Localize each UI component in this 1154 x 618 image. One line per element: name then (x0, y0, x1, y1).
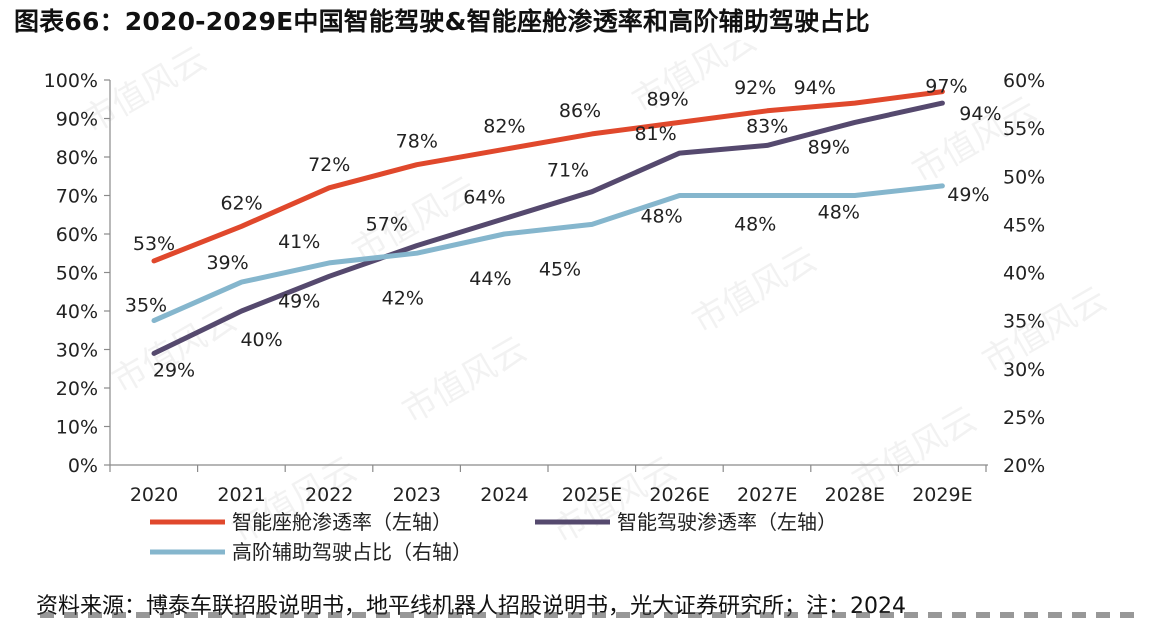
left-tick-label: 10% (56, 417, 98, 439)
data-label: 49% (947, 184, 989, 206)
series-line-0 (151, 89, 945, 264)
figure-title: 图表66：2020-2029E中国智能驾驶&智能座舱渗透率和高阶辅助驾驶占比 (14, 7, 870, 36)
data-label: 49% (278, 290, 320, 312)
x-tick-label: 2020 (130, 484, 178, 506)
series-line-1 (151, 100, 945, 356)
data-label: 92% (734, 77, 776, 99)
data-label: 48% (818, 202, 860, 224)
data-label: 40% (240, 329, 282, 351)
data-label: 94% (794, 77, 836, 99)
left-tick-label: 50% (56, 263, 98, 285)
left-tick-label: 0% (68, 455, 98, 477)
left-tick-label: 40% (56, 301, 98, 323)
watermark-text: 市值风云 (396, 329, 534, 432)
data-label: 83% (746, 115, 788, 137)
x-tick-label: 2022 (305, 484, 353, 506)
right-tick-label: 25% (1003, 407, 1045, 429)
right-tick-label: 45% (1003, 214, 1045, 236)
data-label: 57% (366, 214, 408, 236)
watermark-text: 市值风云 (686, 239, 824, 342)
x-tick-label: 2029E (912, 484, 972, 506)
axes-layer: 0% 10% 20% 30% 40% 50% 60% 70% 80% 90% 100% 20% 25% 3… (44, 70, 1046, 506)
data-label: 48% (640, 206, 682, 228)
right-tick-label: 30% (1003, 359, 1045, 381)
data-label: 44% (469, 268, 511, 290)
data-labels-layer: 53% 62% 72% 78% 82% 86% 89% 92% 94% 97% 29% 40% 49% 5… (125, 76, 1002, 382)
legend-label: 智能座舱渗透率（左轴） (232, 510, 452, 534)
x-tick-label: 2025E (562, 484, 622, 506)
left-tick-label: 70% (56, 186, 98, 208)
x-tick-label: 2027E (737, 484, 797, 506)
data-label: 29% (153, 359, 195, 381)
data-label: 89% (808, 136, 850, 158)
left-tick-label: 90% (56, 109, 98, 131)
data-label: 64% (463, 187, 505, 209)
data-label: 48% (734, 214, 776, 236)
data-label: 94% (959, 103, 1001, 125)
data-label: 86% (559, 100, 601, 122)
data-label: 81% (634, 123, 676, 145)
data-label: 82% (483, 115, 525, 137)
cut-off-text-line (40, 612, 1140, 618)
legend: 智能座舱渗透率（左轴） 智能驾驶渗透率（左轴） 高阶辅助驾驶占比（右轴） (150, 510, 837, 564)
data-label: 62% (220, 192, 262, 214)
x-tick-label: 2023 (393, 484, 441, 506)
left-tick-label: 60% (56, 224, 98, 246)
series-line-2 (151, 183, 945, 324)
left-tick-label: 20% (56, 378, 98, 400)
data-label: 53% (133, 233, 175, 255)
x-tick-label: 2021 (217, 484, 265, 506)
right-tick-label: 50% (1003, 166, 1045, 188)
data-label: 89% (646, 88, 688, 110)
left-tick-label: 100% (44, 70, 98, 92)
data-label: 39% (206, 252, 248, 274)
legend-label: 智能驾驶渗透率（左轴） (617, 510, 837, 534)
right-tick-label: 60% (1003, 70, 1045, 92)
left-tick-label: 30% (56, 340, 98, 362)
data-label: 35% (125, 295, 167, 317)
data-label: 42% (382, 287, 424, 309)
left-tick-label: 80% (56, 147, 98, 169)
x-tick-label: 2028E (825, 484, 885, 506)
legend-label: 高阶辅助驾驶占比（右轴） (232, 540, 472, 564)
series-layer (151, 89, 945, 356)
right-tick-label: 35% (1003, 311, 1045, 333)
data-label: 71% (547, 160, 589, 182)
data-label: 72% (308, 154, 350, 176)
x-tick-label: 2024 (480, 484, 528, 506)
right-tick-label: 55% (1003, 118, 1045, 140)
data-label: 97% (925, 76, 967, 98)
x-tick-label: 2026E (649, 484, 709, 506)
data-label: 45% (539, 258, 581, 280)
right-tick-label: 20% (1003, 455, 1045, 477)
data-label: 78% (396, 131, 438, 153)
right-tick-label: 40% (1003, 263, 1045, 285)
data-label: 41% (278, 231, 320, 253)
